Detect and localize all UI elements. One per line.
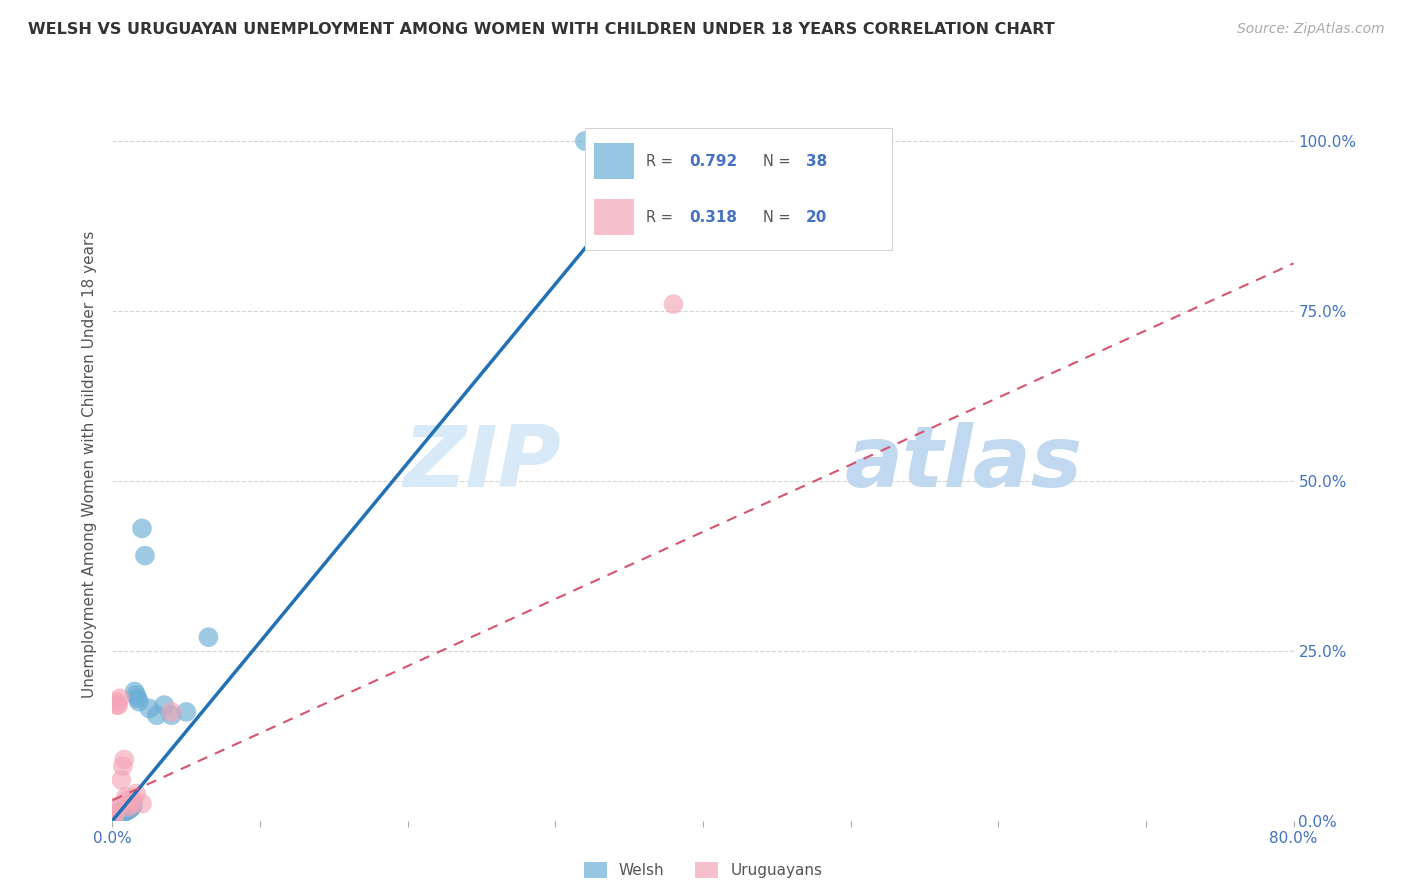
Point [108, 806, 131, 821]
Point [117, 802, 138, 816]
Point [107, 698, 129, 712]
Point [160, 705, 183, 719]
Point [118, 800, 141, 814]
Point [110, 806, 132, 821]
Point [112, 752, 135, 766]
Point [127, 691, 149, 706]
Point [103, 809, 125, 823]
Point [134, 549, 156, 563]
Point [131, 797, 153, 811]
Point [153, 698, 176, 712]
Text: atlas: atlas [845, 422, 1083, 506]
Point [120, 797, 142, 811]
Point [105, 807, 128, 822]
Point [112, 805, 135, 819]
Point [105, 695, 128, 709]
Point [122, 793, 145, 807]
Point [104, 800, 127, 814]
Point [110, 772, 132, 787]
Point [103, 804, 125, 818]
Point [662, 297, 685, 311]
Text: WELSH VS URUGUAYAN UNEMPLOYMENT AMONG WOMEN WITH CHILDREN UNDER 18 YEARS CORRELA: WELSH VS URUGUAYAN UNEMPLOYMENT AMONG WO… [28, 22, 1054, 37]
Point [125, 688, 148, 702]
Point [112, 804, 135, 818]
Point [111, 806, 134, 821]
Point [117, 804, 138, 818]
Point [174, 705, 197, 719]
Point [122, 798, 145, 813]
Point [128, 695, 150, 709]
Legend: Welsh, Uruguayans: Welsh, Uruguayans [578, 856, 828, 884]
Point [197, 630, 219, 644]
Point [107, 806, 129, 821]
Y-axis label: Unemployment Among Women with Children Under 18 years: Unemployment Among Women with Children U… [82, 230, 97, 698]
Point [111, 804, 134, 818]
Point [662, 134, 685, 148]
Point [111, 759, 134, 773]
Point [104, 806, 127, 821]
Point [125, 787, 148, 801]
Point [103, 810, 125, 824]
Text: ZIP: ZIP [404, 422, 561, 506]
Point [120, 801, 142, 815]
Point [114, 803, 136, 817]
Point [105, 698, 128, 712]
Point [107, 808, 129, 822]
Point [121, 800, 143, 814]
Point [138, 701, 160, 715]
Point [160, 708, 183, 723]
Point [124, 684, 146, 698]
Point [574, 134, 596, 148]
Point [114, 804, 136, 818]
Point [117, 793, 138, 807]
Point [146, 708, 169, 723]
Point [110, 805, 132, 819]
Point [114, 789, 136, 804]
Point [108, 807, 131, 822]
Point [131, 521, 153, 535]
Point [104, 809, 127, 823]
Point [104, 808, 127, 822]
Text: Source: ZipAtlas.com: Source: ZipAtlas.com [1237, 22, 1385, 37]
Point [103, 810, 125, 824]
Point [118, 803, 141, 817]
Point [105, 809, 128, 823]
Point [108, 691, 131, 706]
